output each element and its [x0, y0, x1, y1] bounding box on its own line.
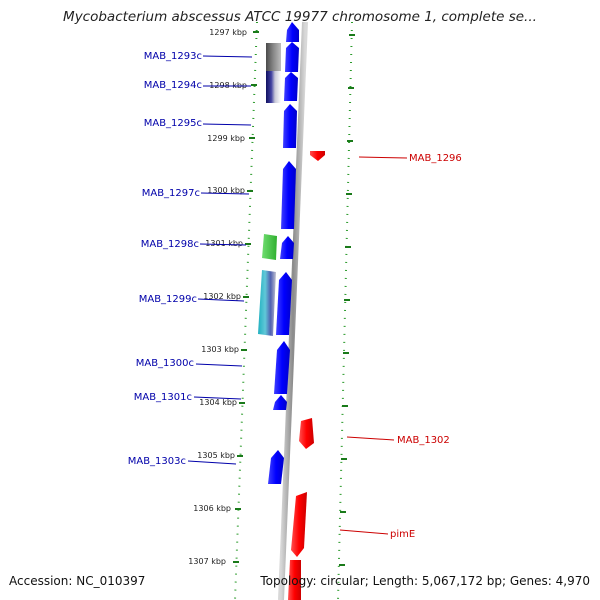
gene-pimE[interactable]: [291, 492, 307, 557]
connector-MAB_1296: [358, 156, 408, 159]
ruler-label: 1300 kbp: [207, 186, 245, 195]
gene-MAB_1297c[interactable]: [281, 161, 296, 229]
label-MAB_1300c[interactable]: MAB_1300c: [136, 358, 194, 369]
ruler-label: 1299 kbp: [207, 134, 245, 143]
genome-stats-label: Topology: circular; Length: 5,067,172 bp…: [260, 574, 590, 588]
ruler-label: 1304 kbp: [199, 398, 237, 407]
right-track-ticks: [339, 34, 355, 566]
gene-MAB_1299c[interactable]: [276, 272, 292, 335]
connector-MAB_1293c: [202, 55, 253, 58]
reverse-strand-genes: [268, 22, 299, 484]
gene-MAB_1300c[interactable]: [274, 341, 290, 394]
inner-left-feature-track: [258, 43, 281, 336]
teal-feature-block: [258, 270, 276, 336]
connector-MAB_1302: [346, 436, 395, 441]
label-MAB_1298c[interactable]: MAB_1298c: [141, 239, 199, 250]
gene-MAB_1294c[interactable]: [285, 42, 299, 72]
outer-left-dotted-track: [234, 21, 258, 600]
map-title: Mycobacterium abscessus ATCC 19977 chrom…: [63, 9, 537, 25]
connector-MAB_1298c: [199, 243, 247, 246]
accession-label: Accession: NC_010397: [9, 574, 146, 588]
connector-MAB_1301c: [193, 396, 242, 400]
ruler-label: 1302 kbp: [203, 292, 241, 301]
gray-feature-block: [266, 43, 281, 71]
label-MAB_1295c[interactable]: MAB_1295c: [144, 118, 202, 129]
chromosome-backbone: [278, 21, 308, 600]
label-MAB_1303c[interactable]: MAB_1303c: [128, 456, 186, 467]
reverse-label-connectors: [187, 55, 253, 465]
connector-MAB_1299c: [197, 298, 245, 302]
gene-MAB_1297c-a[interactable]: [283, 104, 297, 148]
gene-MAB_1301c[interactable]: [273, 395, 287, 410]
ruler-label: 1306 kbp: [193, 504, 231, 513]
label-MAB_1302[interactable]: MAB_1302: [397, 435, 450, 446]
connector-MAB_1300c: [195, 363, 243, 367]
label-MAB_1299c[interactable]: MAB_1299c: [139, 294, 197, 305]
ruler-label: 1303 kbp: [201, 345, 239, 354]
gene-MAB_1302[interactable]: [299, 418, 314, 449]
ruler-ticks: [233, 31, 259, 563]
connector-MAB_1295c: [202, 123, 252, 126]
green-feature-block: [262, 234, 277, 260]
mixed-feature-block: [266, 71, 281, 103]
ruler-label: 1305 kbp: [197, 451, 235, 460]
label-MAB_1297c[interactable]: MAB_1297c: [142, 188, 200, 199]
label-MAB_1293c[interactable]: MAB_1293c: [144, 51, 202, 62]
gene-MAB_1298c[interactable]: [280, 236, 294, 259]
gene-MAB_1296[interactable]: [310, 151, 325, 161]
gene-MAB_1303c[interactable]: [268, 450, 284, 484]
gene-MAB_1295c[interactable]: [284, 72, 298, 101]
ruler-label: 1307 kbp: [188, 557, 226, 566]
connector-MAB_1297c: [200, 192, 250, 195]
forward-strand-genes: [288, 151, 325, 600]
outer-right-dotted-track: [337, 21, 353, 600]
connector-pimE: [339, 529, 389, 535]
forward-label-connectors: [339, 156, 408, 535]
ruler-label: 1301 kbp: [205, 239, 243, 248]
label-MAB_1296[interactable]: MAB_1296: [409, 153, 462, 164]
label-pimE[interactable]: pimE: [390, 529, 415, 540]
label-MAB_1301c[interactable]: MAB_1301c: [134, 392, 192, 403]
connector-MAB_1303c: [187, 460, 237, 465]
ruler-label: 1297 kbp: [209, 28, 247, 37]
gene-pimE-tail[interactable]: [288, 560, 301, 600]
label-MAB_1294c[interactable]: MAB_1294c: [144, 80, 202, 91]
gene-MAB_1293c[interactable]: [286, 22, 299, 42]
